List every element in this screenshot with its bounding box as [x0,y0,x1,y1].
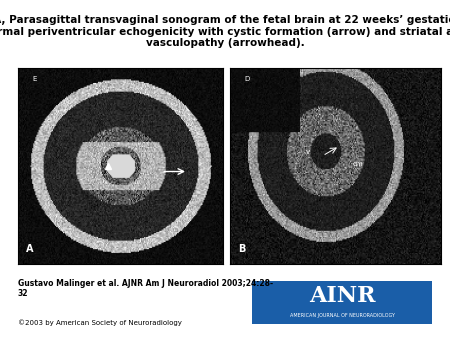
Text: cm: cm [352,161,363,167]
Text: AMERICAN JOURNAL OF NEURORADIOLOGY: AMERICAN JOURNAL OF NEURORADIOLOGY [289,313,395,318]
Text: B: B [238,244,245,254]
Text: Fetus 3.A, Parasagittal transvaginal sonogram of the fetal brain at 22 weeks’ ge: Fetus 3.A, Parasagittal transvaginal son… [0,15,450,48]
Text: E: E [32,76,37,82]
Text: AINR: AINR [309,285,375,307]
Text: A: A [26,244,34,254]
Text: Gustavo Malinger et al. AJNR Am J Neuroradiol 2003;24:28-
32: Gustavo Malinger et al. AJNR Am J Neuror… [18,279,273,298]
Text: D: D [244,76,250,82]
Text: v: v [306,149,310,155]
Text: ©2003 by American Society of Neuroradiology: ©2003 by American Society of Neuroradiol… [18,319,182,326]
